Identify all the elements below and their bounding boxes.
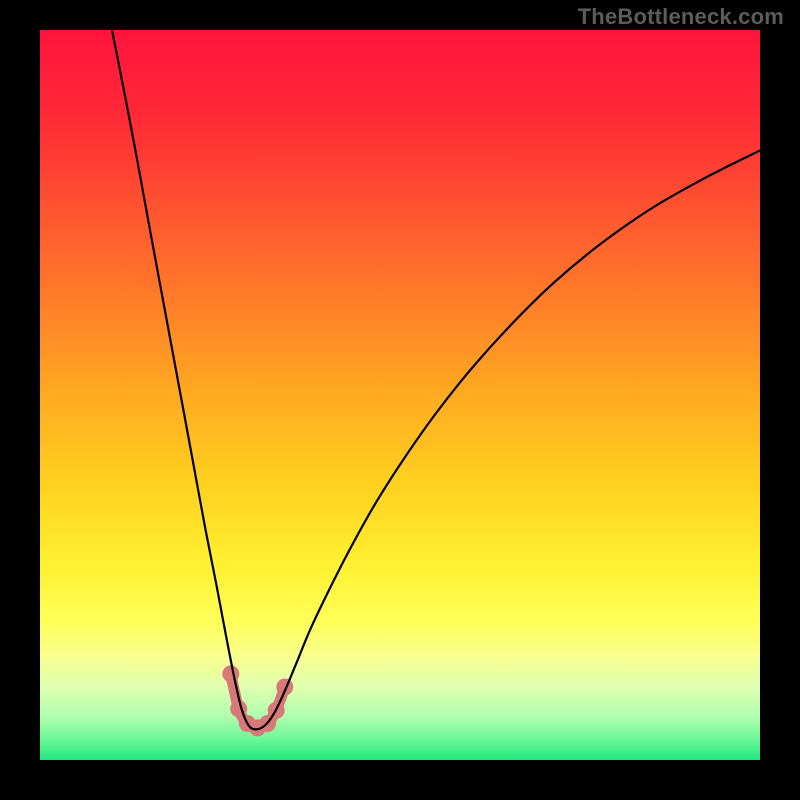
plot-background: [40, 30, 760, 760]
watermark-text: TheBottleneck.com: [578, 4, 784, 30]
bottleneck-chart: [0, 0, 800, 800]
chart-container: TheBottleneck.com: [0, 0, 800, 800]
trough-marker-dot: [222, 665, 239, 682]
